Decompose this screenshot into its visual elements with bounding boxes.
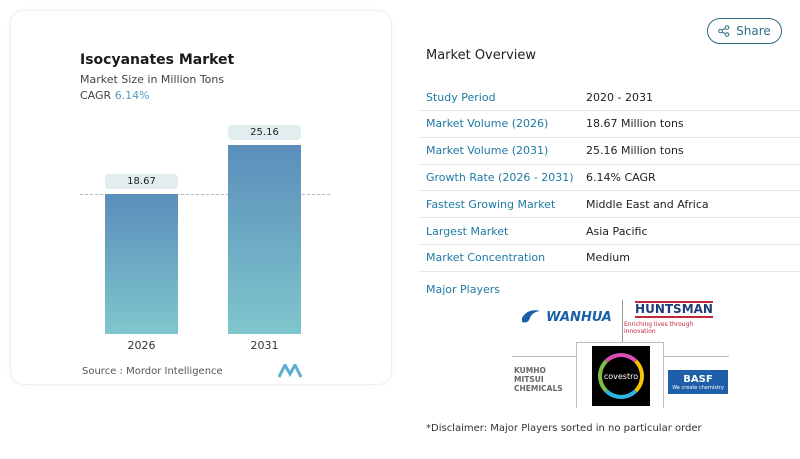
wanhua-logo: WANHUA xyxy=(514,305,618,329)
bar-2026 xyxy=(105,193,178,334)
share-label: Share xyxy=(736,24,771,38)
covestro-logo: covestro xyxy=(592,346,650,406)
row-label: Fastest Growing Market xyxy=(426,197,556,211)
row-label: Study Period xyxy=(426,90,496,104)
wanhua-mark-icon xyxy=(522,310,541,323)
cagr: CAGR 6.14% xyxy=(80,89,150,102)
overview-row: Largest Market Asia Pacific xyxy=(418,218,800,245)
row-value: Middle East and Africa xyxy=(586,197,709,211)
row-value: 2020 - 2031 xyxy=(586,90,653,104)
disclaimer: *Disclaimer: Major Players sorted in no … xyxy=(426,423,702,434)
overview-row: Market Volume (2031) 25.16 Million tons xyxy=(418,138,800,165)
overview-row: Market Concentration Medium xyxy=(418,245,800,272)
row-value: 25.16 Million tons xyxy=(586,144,684,158)
row-label: Market Volume (2026) xyxy=(426,117,549,131)
data-label: 18.67 xyxy=(105,173,178,189)
chart-title: Isocyanates Market xyxy=(80,52,235,68)
kumho-mitsui-logo: KUMHO MITSUI CHEMICALS xyxy=(514,366,563,393)
basf-logo: BASF We create chemistry xyxy=(668,370,728,394)
overview-row: Study Period 2020 - 2031 xyxy=(418,84,800,111)
source: Source : Mordor Intelligence xyxy=(82,366,223,377)
overview-row: Growth Rate (2026 - 2031) 6.14% CAGR xyxy=(418,164,800,192)
row-value: Asia Pacific xyxy=(586,224,648,238)
bar-2031 xyxy=(228,145,301,334)
overview-row: Fastest Growing Market Middle East and Af… xyxy=(418,191,800,219)
major-players-label: Major Players xyxy=(426,283,500,296)
reference-line xyxy=(80,194,330,195)
huntsman-logo: HUNTSMAN Enriching lives through innovat… xyxy=(624,301,713,335)
mordor-logo-icon xyxy=(278,364,302,378)
share-icon xyxy=(718,25,730,37)
x-tick-label: 2031 xyxy=(250,339,279,352)
row-label: Growth Rate (2026 - 2031) xyxy=(426,170,574,184)
share-button[interactable]: Share xyxy=(707,18,782,44)
cagr-value: 6.14% xyxy=(114,89,150,102)
row-label: Largest Market xyxy=(426,224,509,238)
cagr-label: CAGR xyxy=(80,89,112,102)
overview-title: Market Overview xyxy=(426,48,537,63)
overview-row: Market Volume (2026) 18.67 Million tons xyxy=(418,111,800,138)
x-tick-label: 2026 xyxy=(127,339,156,352)
row-value: 6.14% CAGR xyxy=(586,170,656,184)
chart-subtitle: Market Size in Million Tons xyxy=(80,73,225,86)
data-label: 25.16 xyxy=(228,125,301,141)
row-label: Market Volume (2031) xyxy=(426,144,549,158)
chart-card xyxy=(10,10,392,385)
row-value: Medium xyxy=(586,251,630,265)
row-value: 18.67 Million tons xyxy=(586,117,684,131)
row-label: Market Concentration xyxy=(426,251,546,265)
